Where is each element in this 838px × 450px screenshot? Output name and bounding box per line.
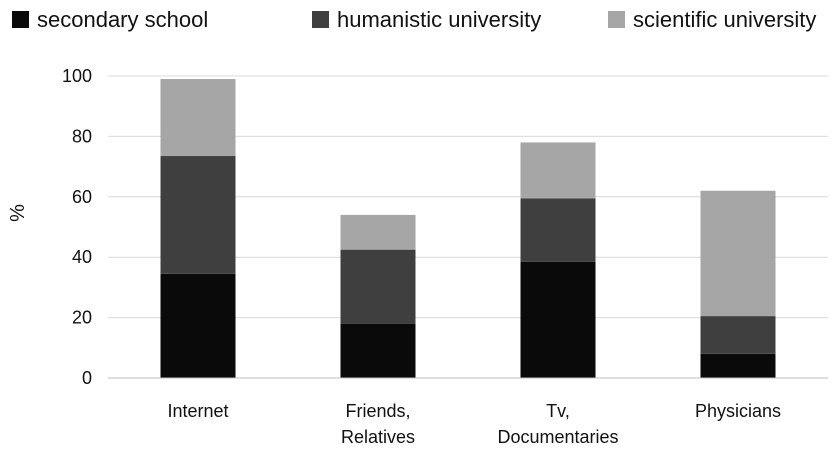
bar-segment-scientific-university	[160, 79, 236, 157]
x-category-label: Relatives	[341, 427, 415, 447]
y-tick-label: 0	[82, 368, 92, 388]
legend-item: scientific university	[608, 7, 816, 32]
legend-label: humanistic university	[337, 7, 541, 32]
bar-segment-scientific-university	[520, 142, 596, 199]
x-category-label: Documentaries	[497, 427, 618, 447]
chart-bars	[160, 79, 776, 378]
legend-swatch	[312, 11, 329, 28]
x-category-label: Internet	[167, 401, 228, 421]
bar-segment-secondary-school	[700, 353, 776, 378]
y-tick-label: 20	[72, 308, 92, 328]
bar-segment-humanistic-university	[340, 249, 416, 324]
x-category-label: Friends,	[345, 401, 410, 421]
legend-label: scientific university	[633, 7, 816, 32]
legend-label: secondary school	[37, 7, 208, 32]
x-category-label: Tv,	[546, 401, 570, 421]
bar-segment-secondary-school	[160, 273, 236, 378]
legend-swatch	[608, 11, 625, 28]
bar-segment-secondary-school	[520, 261, 596, 378]
bar-segment-humanistic-university	[700, 316, 776, 354]
bar-segment-scientific-university	[340, 214, 416, 250]
y-axis-ticks: 0 20 40 60 80 100	[62, 66, 92, 388]
y-tick-label: 60	[72, 187, 92, 207]
bar-segment-scientific-university	[700, 190, 776, 317]
x-axis-category-labels: Internet Friends, Relatives Tv, Documentarie…	[167, 401, 781, 447]
bar-segment-humanistic-university	[520, 198, 596, 262]
bar-segment-secondary-school	[340, 323, 416, 378]
legend-item: humanistic university	[312, 7, 541, 32]
legend-swatch	[12, 11, 29, 28]
y-tick-label: 80	[72, 126, 92, 146]
chart-legend: secondary school humanistic university sci…	[12, 7, 816, 32]
y-tick-label: 100	[62, 66, 92, 86]
y-axis-title: %	[7, 204, 29, 222]
legend-item: secondary school	[12, 7, 208, 32]
bar-segment-humanistic-university	[160, 156, 236, 274]
x-category-label: Physicians	[695, 401, 781, 421]
y-tick-label: 40	[72, 247, 92, 267]
